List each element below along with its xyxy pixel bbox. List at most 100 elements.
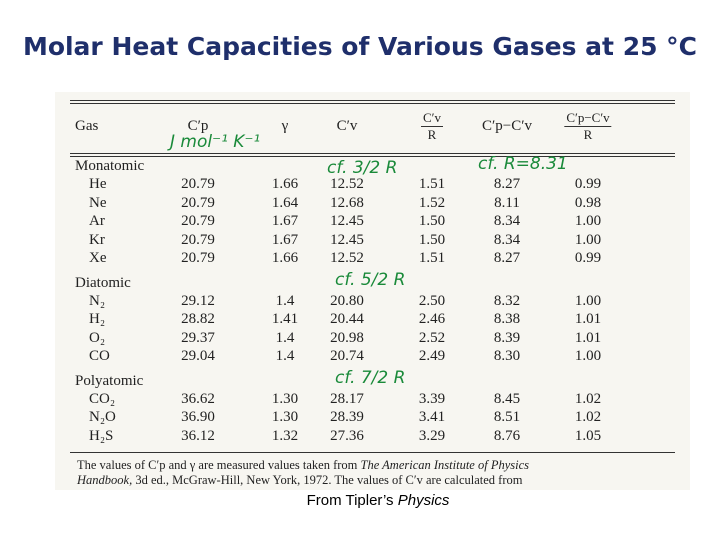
- table-cell: 1.4: [275, 292, 295, 309]
- table-cell: 8.34: [493, 213, 521, 229]
- table-cell: 8.45: [493, 390, 521, 407]
- table-cell: 12.52: [330, 250, 364, 266]
- handwritten-note: cf. 5/2 R: [335, 270, 406, 290]
- table-cell: 8.27: [493, 250, 521, 266]
- rule: [70, 153, 675, 154]
- table-cell: 12.68: [330, 194, 364, 211]
- table-cell: 1.4: [275, 348, 295, 364]
- table-cell: 36.12: [181, 427, 215, 444]
- table-cell: 20.74: [330, 348, 364, 364]
- gas-name: O₂: [89, 329, 106, 346]
- table-cell: 1.32: [271, 427, 299, 444]
- table-cell: 1.30: [271, 409, 299, 425]
- caption: From Tipler’s Physics: [0, 492, 720, 509]
- table-cell: 3.29: [418, 427, 446, 444]
- table-cell: 3.41: [418, 409, 446, 425]
- caption-text: From Tipler’s: [306, 492, 394, 509]
- table-cell: 8.34: [493, 231, 521, 248]
- table-cell: 20.79: [181, 213, 215, 229]
- table-cell: 12.52: [330, 176, 364, 192]
- table-cell: 20.44: [330, 311, 364, 327]
- table-cell: 12.45: [330, 231, 364, 248]
- denominator: R: [583, 127, 593, 142]
- group-label: Monatomic: [75, 158, 145, 174]
- table-cell: 2.50: [418, 292, 446, 309]
- table-cell: 2.46: [418, 311, 446, 327]
- table-cell: 1.67: [271, 231, 299, 248]
- table-cell: 1.51: [418, 176, 446, 192]
- footnote-italic: Handbook,: [77, 473, 133, 487]
- table-cell: 0.99: [574, 176, 602, 192]
- gas-name: H₂S: [89, 427, 114, 444]
- table-cell: 29.37: [181, 329, 215, 346]
- table-cell: 1.00: [574, 231, 602, 248]
- table-scan: Gas C′p γ C′v C′v R C′p−C′v C′p−C′v R Monatomic He…: [55, 92, 690, 490]
- header-cell: γ: [281, 118, 289, 134]
- gas-name: Kr: [89, 231, 105, 248]
- table-cell: 8.51: [493, 409, 521, 425]
- table-cell: 1.02: [574, 409, 602, 425]
- table-cell: 36.90: [181, 409, 215, 425]
- footnote-line: Handbook, 3d ed., McGraw-Hill, New York,…: [77, 473, 522, 488]
- table-cell: 8.38: [493, 311, 521, 327]
- group-label: Diatomic: [75, 274, 131, 291]
- header-cell: C′p−C′v R: [564, 110, 612, 144]
- rule: [70, 100, 675, 101]
- table-cell: 0.98: [574, 194, 602, 211]
- table-cell: 1.50: [418, 213, 446, 229]
- gas-name: H₂: [89, 311, 106, 327]
- header-cell: Gas: [75, 118, 99, 134]
- table-cell: 1.00: [574, 292, 602, 309]
- footnote-text: The values of C′p and γ are measured val…: [77, 458, 358, 472]
- gas-name: He: [89, 176, 107, 192]
- table-cell: 20.79: [181, 194, 215, 211]
- footnote-italic: The American Institute of Physics: [360, 458, 530, 472]
- footnote-line: The values of C′p and γ are measured val…: [77, 458, 529, 473]
- table-cell: 1.52: [418, 194, 446, 211]
- table-cell: 3.39: [418, 390, 446, 407]
- numerator: C′v: [420, 110, 444, 127]
- table-cell: 1.02: [574, 390, 602, 407]
- fraction: C′v R: [420, 110, 444, 143]
- gas-name: N₂: [89, 292, 106, 309]
- table-cell: 8.32: [493, 292, 521, 309]
- slide-title: Molar Heat Capacities of Various Gases a…: [22, 32, 698, 61]
- fraction: C′p−C′v R: [564, 110, 612, 143]
- table-cell: 27.36: [330, 427, 364, 444]
- handwritten-note: cf. R=8.31: [478, 154, 568, 174]
- table-cell: 28.82: [181, 311, 215, 327]
- table-cell: 29.04: [181, 348, 215, 364]
- table-cell: 28.17: [330, 390, 364, 407]
- table-cell: 29.12: [181, 292, 215, 309]
- table-cell: 20.98: [330, 329, 364, 346]
- table-cell: 1.41: [271, 311, 299, 327]
- table-cell: 1.30: [271, 390, 299, 407]
- gas-name: CO: [89, 348, 110, 364]
- table-cell: 2.49: [418, 348, 446, 364]
- rule: [70, 452, 675, 453]
- table-cell: 1.4: [275, 329, 295, 346]
- rule: [70, 103, 675, 104]
- table-cell: 1.67: [271, 213, 299, 229]
- header-cell: C′v R: [420, 110, 444, 144]
- gas-name: N₂O: [89, 409, 116, 425]
- footnote-text: 3d ed., McGraw-Hill, New York, 1972. The…: [135, 473, 523, 487]
- table-cell: 20.79: [181, 231, 215, 248]
- table-cell: 1.51: [418, 250, 446, 266]
- gas-name: CO₂: [89, 390, 116, 407]
- table-cell: 1.66: [271, 176, 299, 192]
- table-cell: 8.30: [493, 348, 521, 364]
- numerator: C′p−C′v: [564, 110, 612, 127]
- table-cell: 8.39: [493, 329, 521, 346]
- table-cell: 28.39: [330, 409, 364, 425]
- table-cell: 36.62: [181, 390, 215, 407]
- table-cell: 8.76: [493, 427, 521, 444]
- table-cell: 1.01: [574, 329, 602, 346]
- table-cell: 12.45: [330, 213, 364, 229]
- denominator: R: [427, 127, 437, 142]
- handwritten-note: J mol⁻¹ K⁻¹: [170, 132, 261, 152]
- table-cell: 0.99: [574, 250, 602, 266]
- header-cell: C′p−C′v: [481, 118, 533, 134]
- table-cell: 20.80: [330, 292, 364, 309]
